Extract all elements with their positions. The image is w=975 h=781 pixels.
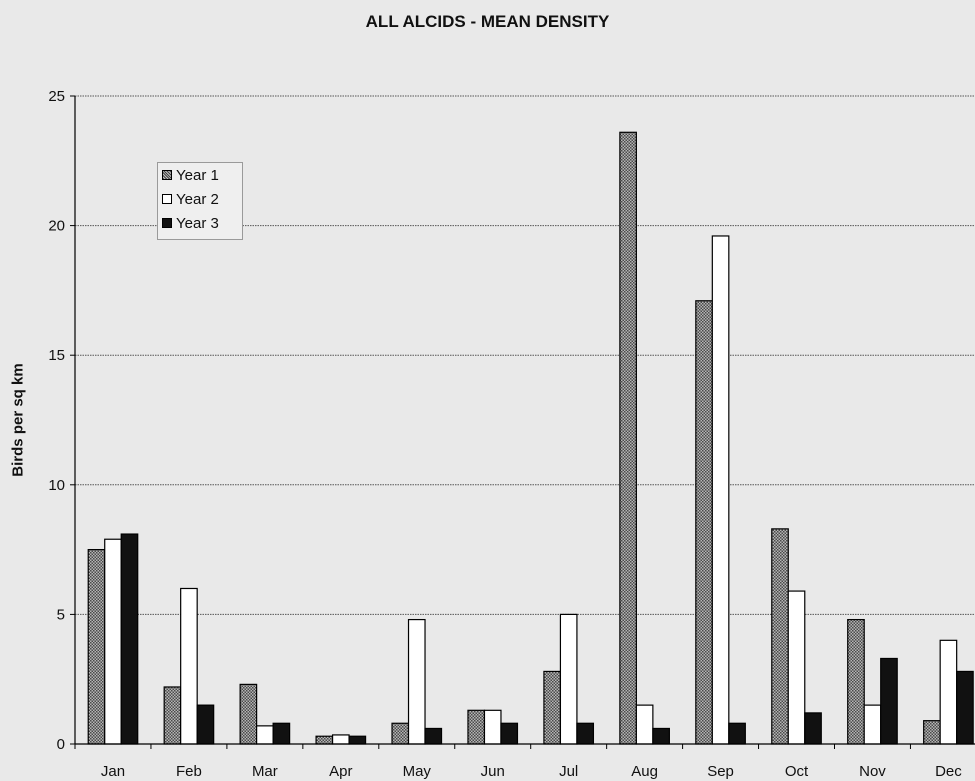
y-tick-label: 5 [57, 606, 65, 623]
bar-year-2 [559, 613, 578, 745]
bar-year-3 [500, 722, 519, 745]
x-tick-label: Feb [176, 763, 202, 780]
bar-year-1 [619, 131, 637, 745]
x-tick-label: Mar [252, 763, 278, 780]
chart-title: ALL ALCIDS - MEAN DENSITY [365, 12, 610, 31]
bar-year-2 [939, 639, 958, 745]
legend-swatch-year-2 [162, 194, 172, 204]
x-tick-label: Sep [707, 763, 734, 780]
bar-year-3 [576, 722, 595, 745]
bar-year-3 [804, 712, 822, 745]
bar-year-1 [695, 300, 713, 745]
bar-year-3 [424, 727, 443, 745]
bar-year-2 [331, 734, 350, 745]
x-tick-label: May [403, 763, 432, 780]
bar-year-3 [728, 722, 746, 745]
legend-item-year-2: Year 2 [158, 187, 242, 211]
bar-year-2 [483, 709, 502, 745]
bar-year-2 [711, 235, 730, 745]
bar-year-1 [87, 548, 106, 745]
bar-year-1 [315, 735, 334, 745]
y-tick-label: 0 [57, 736, 65, 753]
chart-legend: Year 1 Year 2 Year 3 [157, 162, 243, 240]
x-tick-label: Aug [631, 763, 658, 780]
legend-swatch-year-3 [162, 218, 172, 228]
x-tick-label: Nov [859, 763, 886, 780]
x-tick-label: Jun [481, 763, 505, 780]
y-tick-label: 20 [48, 218, 65, 235]
bar-year-3 [880, 657, 898, 745]
bar-year-3 [196, 704, 215, 745]
bar-year-2 [104, 538, 122, 745]
bar-year-3 [348, 735, 367, 745]
bar-year-1 [847, 618, 865, 745]
bar-year-2 [256, 725, 274, 745]
bar-year-1 [771, 528, 789, 745]
x-tick-label: Jan [101, 763, 125, 780]
bar-year-2 [635, 704, 654, 745]
bar-year-1 [391, 722, 410, 745]
bar-year-2 [863, 704, 882, 745]
y-tick-label: 10 [48, 477, 65, 494]
bar-year-1 [163, 686, 182, 745]
bar-year-2 [180, 587, 198, 745]
bar-year-2 [787, 590, 806, 745]
bar-year-3 [956, 670, 974, 745]
bar-year-2 [407, 618, 426, 745]
legend-label-year-3: Year 3 [176, 214, 219, 232]
y-tick-label: 15 [48, 347, 65, 364]
bar-year-1 [239, 683, 258, 745]
bar-year-3 [652, 727, 670, 745]
legend-label-year-2: Year 2 [176, 190, 219, 208]
legend-label-year-1: Year 1 [176, 166, 219, 184]
bar-year-1 [923, 720, 941, 745]
y-tick-label: 25 [48, 88, 65, 105]
bar-year-3 [120, 533, 139, 745]
legend-item-year-1: Year 1 [158, 163, 242, 187]
x-tick-label: Jul [559, 763, 578, 780]
bar-year-1 [467, 709, 486, 745]
x-tick-label: Oct [785, 763, 809, 780]
legend-swatch-year-1 [162, 170, 172, 180]
bar-year-1 [543, 670, 562, 745]
bar-year-3 [272, 722, 291, 745]
x-tick-label: Apr [329, 763, 352, 780]
legend-item-year-3: Year 3 [158, 211, 242, 235]
x-tick-label: Dec [935, 763, 962, 780]
